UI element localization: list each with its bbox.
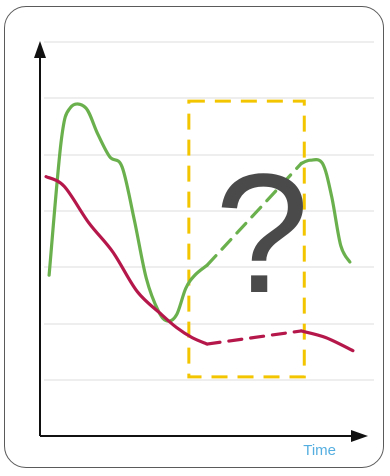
y-axis-arrow	[34, 41, 46, 58]
series-line-0	[47, 102, 209, 323]
series-layer	[44, 102, 355, 353]
series-line-1-dashed	[205, 161, 303, 267]
uncertainty-box	[187, 99, 306, 379]
grid-lines	[44, 41, 374, 381]
axes	[34, 41, 368, 442]
x-axis-arrow	[351, 430, 368, 442]
chart-frame	[4, 6, 384, 468]
series-line-4-dashed	[205, 329, 303, 346]
series-line-3	[44, 175, 209, 346]
x-axis-label: Time	[303, 442, 336, 459]
uncertainty-box-layer	[187, 99, 306, 379]
series-line-5	[299, 329, 355, 353]
series-line-2	[299, 157, 352, 264]
question-mark-annotation: ?	[215, 139, 310, 329]
